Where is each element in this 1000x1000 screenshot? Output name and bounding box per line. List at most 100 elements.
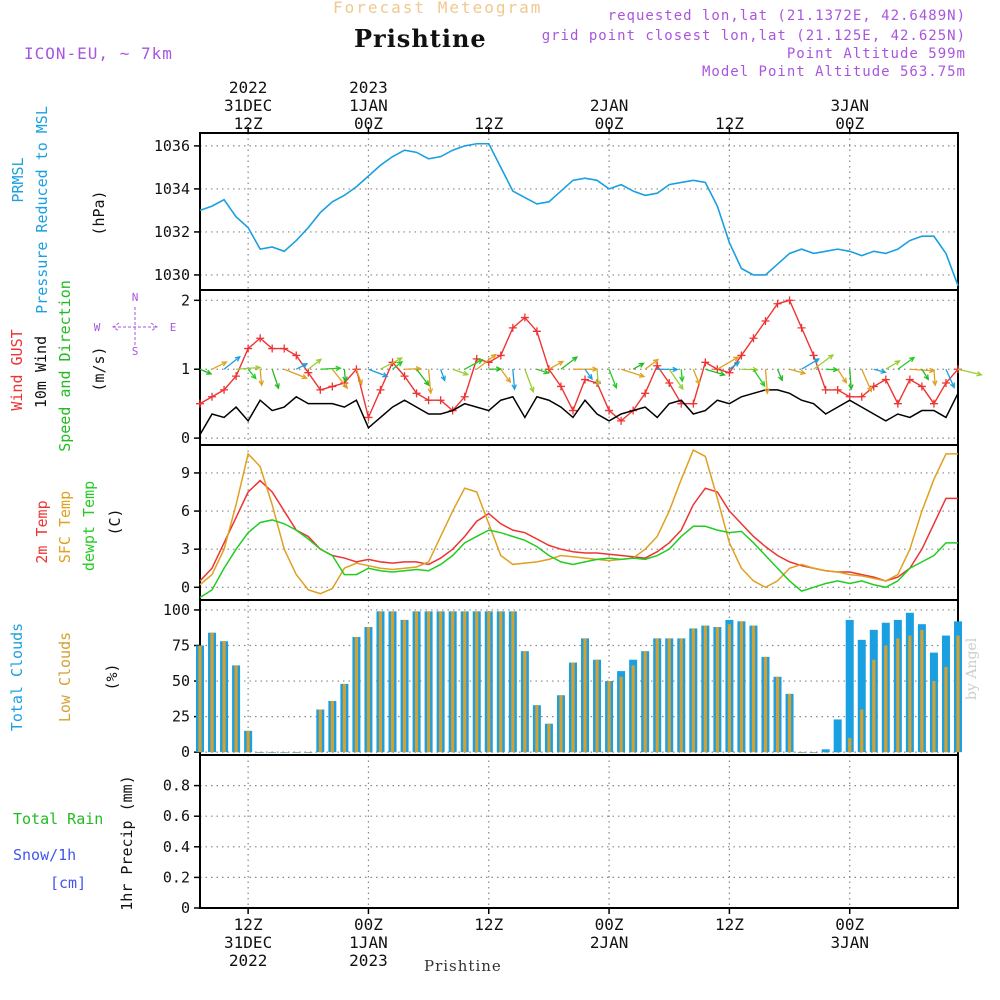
bottom-time-label: 31DEC (224, 933, 272, 952)
wind-arrow-head (274, 383, 280, 390)
wind-arrow-head (301, 374, 308, 380)
low-cloud-bar (896, 638, 900, 753)
wind-arrow-head (949, 382, 955, 389)
wind-arrow (476, 354, 497, 370)
low-cloud-bar (354, 636, 359, 753)
wind-arrow (368, 368, 388, 377)
model-altitude: Model Point Altitude 563.75m (701, 64, 966, 80)
gust-point (881, 375, 890, 384)
wind-arrow (680, 369, 683, 382)
wind-arrow-head (679, 376, 685, 383)
wind-label-10m: 10m Wind (32, 336, 50, 408)
wind-arrow (320, 367, 341, 370)
closest-coords: grid point closest lon,lat (21.125E, 42.… (541, 28, 966, 44)
total-cloud-bar (857, 639, 866, 753)
gust-point (929, 399, 938, 408)
gust-point (244, 344, 253, 353)
low-cloud-bar (222, 641, 226, 753)
gust-point (737, 351, 746, 360)
wind-arrow-head (342, 376, 348, 383)
compass-e: E (170, 321, 177, 334)
wind-arrow-head (557, 360, 565, 366)
snow-legend: Snow/1h (13, 846, 76, 864)
wind-arrow (596, 369, 600, 386)
gust-point (653, 361, 662, 370)
total-cloud-bar (833, 719, 842, 753)
wind-arrow-head (234, 355, 241, 362)
gust-point (893, 399, 902, 408)
top-time-label: 12Z (474, 114, 503, 133)
wind-arrow-head (638, 362, 645, 368)
gust-point (412, 389, 421, 398)
bottom-time-label: 12Z (715, 915, 744, 934)
gust-point (785, 296, 794, 305)
low-cloud-bar (487, 611, 491, 753)
wind-arrow (295, 363, 308, 370)
wind-arrow (933, 369, 936, 386)
low-cloud-bar (306, 752, 310, 753)
gust-point (821, 385, 830, 394)
precip-ytick-label: 0 (181, 899, 190, 917)
bottom-time-label: 2022 (229, 951, 268, 970)
gust-point (220, 385, 229, 394)
wind-arrow (536, 368, 549, 374)
wind-arrow-head (612, 382, 618, 390)
gust-point (292, 351, 301, 360)
wind-arrow (608, 368, 617, 389)
gust-point (280, 344, 289, 353)
low-cloud-bar (535, 705, 539, 753)
clouds-ytick-label: 50 (172, 672, 190, 690)
wind-arrow-head (678, 383, 684, 391)
low-cloud-bar (655, 638, 659, 753)
gust-point (641, 389, 650, 398)
low-cloud-bar (451, 611, 455, 753)
low-cloud-bar (234, 665, 238, 753)
wind-arrow (584, 368, 593, 380)
low-cloud-bar (727, 624, 731, 753)
gust-point (256, 334, 265, 343)
low-cloud-bar (799, 752, 804, 753)
top-time-label: 12Z (715, 114, 744, 133)
wind-arrow (223, 356, 241, 370)
low-cloud-bar (884, 645, 888, 753)
gust-point (328, 382, 337, 391)
wind-arrow-head (495, 366, 503, 372)
clouds-label-low: Low Clouds (56, 632, 74, 722)
low-cloud-bar (836, 752, 840, 753)
clouds-ytick-label: 0 (181, 743, 190, 761)
wind-arrow (524, 368, 534, 392)
wind-arrow-head (250, 373, 257, 380)
wind-arrow (861, 368, 872, 392)
low-cloud-bar (366, 627, 371, 753)
wind-arrow (945, 368, 955, 388)
wind-ytick-label: 1 (181, 360, 190, 378)
total-cloud-bar (845, 619, 854, 753)
wind-unit: (m/s) (90, 346, 108, 391)
wind-arrow (764, 369, 769, 394)
low-cloud-bar (679, 638, 683, 753)
top-time-label: 1JAN (349, 96, 388, 115)
wind-arrow-head (206, 369, 213, 375)
low-cloud-bar (872, 659, 876, 753)
wind-arrow-head (813, 358, 821, 364)
pressure-ytick-label: 1034 (154, 180, 190, 198)
pressure-unit: (hPa) (90, 190, 108, 235)
wind-arrow-head (595, 380, 601, 387)
precip-label: 1hr Precip (mm) (118, 775, 136, 910)
gust-point (376, 385, 385, 394)
gust-point (460, 392, 469, 401)
compass-w: W (94, 321, 101, 334)
wind-arrow-head (423, 380, 430, 387)
wind-arrow-head (221, 361, 228, 367)
low-cloud-bar (775, 676, 780, 753)
wind-arrow-head (440, 375, 446, 382)
temperature-ytick-label: 6 (181, 502, 190, 520)
low-cloud-bar (751, 625, 756, 753)
wind-arrow (247, 368, 257, 379)
wind-arrow (921, 368, 929, 380)
wind-arrow (380, 357, 403, 370)
wind-arrow (271, 369, 280, 389)
compass-n: N (132, 291, 139, 304)
wind-arrow-head (301, 363, 309, 369)
